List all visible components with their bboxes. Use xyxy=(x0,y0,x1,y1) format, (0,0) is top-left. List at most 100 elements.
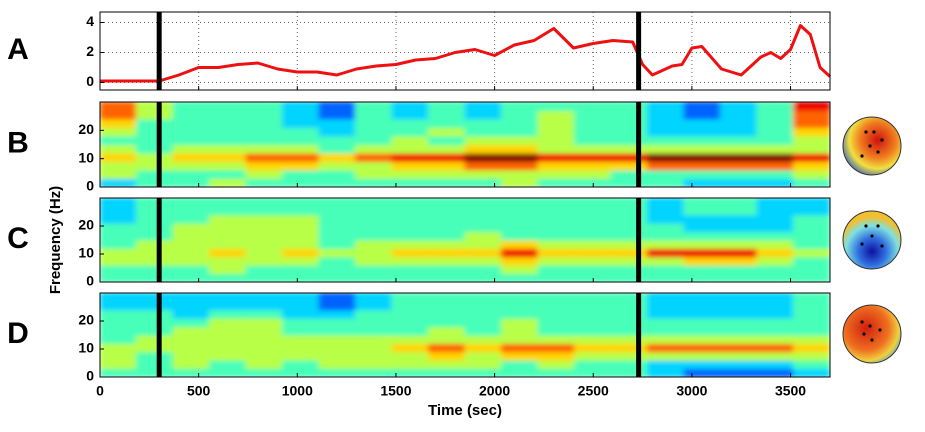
heatmap-cell xyxy=(172,178,210,187)
heatmap-cell xyxy=(793,273,830,282)
heatmap-cell xyxy=(318,135,356,145)
heatmap-cell xyxy=(501,334,539,344)
heatmap-cell xyxy=(209,368,247,377)
heatmap-cell xyxy=(756,214,794,224)
heatmap-cell xyxy=(282,247,320,258)
heatmap xyxy=(100,293,830,377)
heatmap-cell xyxy=(720,293,758,302)
heatmap-cell xyxy=(610,273,648,282)
heatmap-cell xyxy=(647,110,685,120)
heatmap-cell xyxy=(428,110,466,120)
heatmap-cell xyxy=(355,326,393,336)
y-tick-label: 4 xyxy=(86,13,94,29)
heatmap-cell xyxy=(136,169,174,179)
heatmap-cell xyxy=(172,222,210,233)
heatmap-cell xyxy=(683,247,721,258)
heatmap-cell xyxy=(100,205,137,216)
heatmap-cell xyxy=(464,214,502,224)
heatmap-cell xyxy=(100,169,137,179)
heatmap-cell xyxy=(610,102,648,111)
heatmap-cell xyxy=(756,178,794,187)
heatmap-cell xyxy=(720,169,758,179)
heatmap-cell xyxy=(574,273,612,282)
y-tick-label: 20 xyxy=(78,121,94,137)
heatmap-cell xyxy=(793,169,830,179)
heatmap-cell xyxy=(391,239,429,249)
heatmap-cell xyxy=(464,359,502,370)
y-tick-label: 10 xyxy=(78,340,94,356)
heatmap-cell xyxy=(574,169,612,179)
heatmap-cell xyxy=(282,144,320,154)
heatmap-cell xyxy=(756,205,794,216)
heatmap-cell xyxy=(501,152,539,162)
heatmap-cell xyxy=(318,231,356,241)
heatmap-cell xyxy=(574,231,612,241)
plot-frame xyxy=(99,101,831,188)
heatmap-cell xyxy=(610,110,648,120)
heatmap-cell xyxy=(683,198,721,207)
heatmap-cell xyxy=(610,222,648,233)
heatmap-cell xyxy=(318,110,356,120)
heatmap-cell xyxy=(245,161,283,171)
heatmap-cell xyxy=(720,205,758,216)
heatmap-cell xyxy=(172,300,210,311)
heatmap-cell xyxy=(756,102,794,111)
heatmap-cell xyxy=(282,214,320,224)
heatmap-cell xyxy=(683,161,721,171)
heatmap-cell xyxy=(756,317,794,328)
heatmap-cell xyxy=(209,231,247,241)
heatmap-cell xyxy=(245,127,283,137)
heatmap xyxy=(100,102,830,187)
heatmap-cell xyxy=(793,135,830,145)
head-maps xyxy=(842,116,902,364)
heatmap-cell xyxy=(245,178,283,187)
heatmap-cell xyxy=(537,169,575,179)
heatmap-cell xyxy=(537,214,575,224)
heatmap-cell xyxy=(172,110,210,120)
heatmap-cell xyxy=(793,152,830,162)
heatmap-cell xyxy=(793,102,830,111)
heatmap-cell xyxy=(391,135,429,145)
heatmap-cell xyxy=(318,359,356,370)
y-tick-label: 10 xyxy=(78,245,94,261)
heatmap-cell xyxy=(172,359,210,370)
heatmap-cell xyxy=(756,161,794,171)
heatmap-cell xyxy=(428,247,466,258)
heatmap-cell xyxy=(756,351,794,361)
heatmap-cell xyxy=(464,198,502,207)
x-tick-label: 1000 xyxy=(282,383,313,399)
heatmap-cell xyxy=(683,326,721,336)
heatmap-cell xyxy=(464,368,502,377)
heatmap-cell xyxy=(464,334,502,344)
heatmap-cell xyxy=(610,264,648,275)
heatmap-cell xyxy=(391,326,429,336)
heatmap-cell xyxy=(136,222,174,233)
heatmap-cell xyxy=(318,317,356,328)
heatmap-cell xyxy=(501,231,539,241)
heatmap-cell xyxy=(501,118,539,128)
heatmap-cell xyxy=(574,351,612,361)
heatmap-cell xyxy=(355,351,393,361)
heatmap-cell xyxy=(172,317,210,328)
heatmap-cell xyxy=(501,309,539,319)
heatmap-cell xyxy=(355,239,393,249)
heatmap-cell xyxy=(537,231,575,241)
heatmap-cell xyxy=(428,351,466,361)
heatmap-cell xyxy=(245,342,283,353)
heatmap-cell xyxy=(683,178,721,187)
heatmap-cell xyxy=(610,247,648,258)
heatmap-cell xyxy=(720,351,758,361)
heatmap-cells xyxy=(100,102,830,187)
heatmap-cell xyxy=(172,247,210,258)
heatmap-cell xyxy=(428,293,466,302)
heatmap-cell xyxy=(428,135,466,145)
heatmap-cell xyxy=(537,161,575,171)
heatmap-cell xyxy=(647,309,685,319)
heatmap-cell xyxy=(683,273,721,282)
heatmap-cell xyxy=(647,239,685,249)
heatmap-cell xyxy=(172,161,210,171)
heatmap-cell xyxy=(683,359,721,370)
heatmap-cell xyxy=(464,178,502,187)
heatmap-cell xyxy=(318,214,356,224)
heatmap-cell xyxy=(355,300,393,311)
